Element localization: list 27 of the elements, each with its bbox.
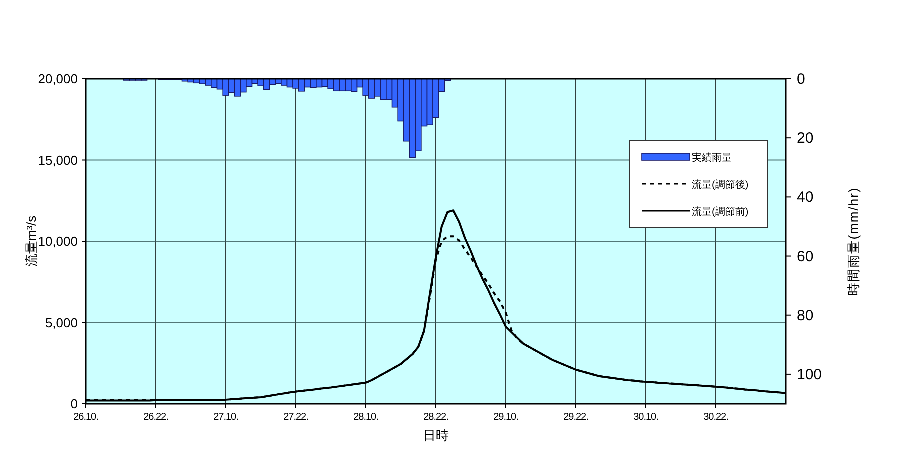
x-tick-label: 30.10. <box>634 412 658 423</box>
x-tick-label: 30.22. <box>704 412 728 423</box>
y2-tick-label: 40 <box>797 189 814 206</box>
x-tick-label: 26.22. <box>144 412 168 423</box>
y-tick-label: 10,000 <box>38 234 78 249</box>
x-tick-label: 29.22. <box>564 412 588 423</box>
x-tick-label: 28.22. <box>424 412 448 423</box>
y2-tick-label: 20 <box>797 130 814 148</box>
y2-tick-label: 80 <box>797 307 814 324</box>
legend-label: 実績雨量 <box>692 152 732 164</box>
y2-axis-title: 時間雨量(mm/hr) <box>846 187 861 296</box>
y-tick-label: 5,000 <box>45 315 78 330</box>
x-tick-label: 27.22. <box>284 412 308 423</box>
y-tick-label: 15,000 <box>38 152 78 168</box>
y-tick-label: 0 <box>70 396 78 412</box>
legend-label: 流量(調節前) <box>692 206 749 218</box>
legend-label: 流量(調節後) <box>692 179 749 191</box>
x-tick-label: 26.10. <box>74 412 98 423</box>
x-tick-label: 27.10. <box>214 412 238 423</box>
x-tick-label: 28.10. <box>354 412 378 423</box>
y2-tick-label: 0 <box>797 71 806 88</box>
y-tick-label: 20,000 <box>38 72 78 86</box>
y2-tick-label: 100 <box>797 366 822 384</box>
x-axis-title: 日時 <box>423 428 449 443</box>
x-tick-label: 29.10. <box>494 412 518 423</box>
y-axis-title: 流量m³/s <box>24 215 39 268</box>
y2-tick-label: 60 <box>797 248 814 266</box>
